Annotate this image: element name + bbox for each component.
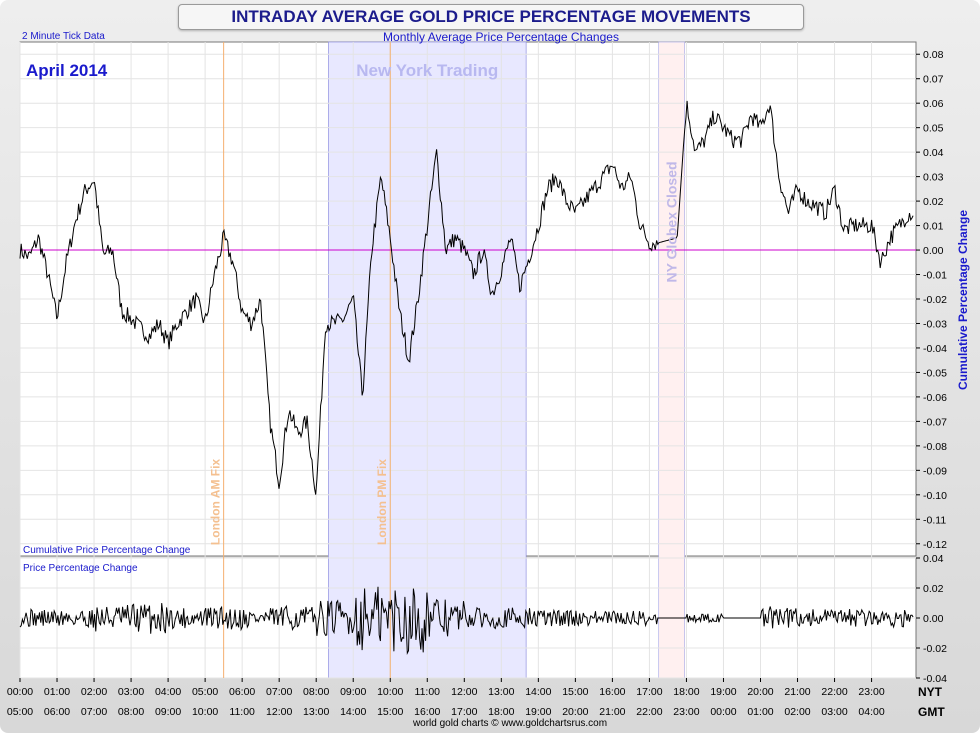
x-tick-label-nyt: 18:00	[673, 686, 699, 698]
y-tick-label: -0.02	[923, 294, 947, 306]
x-tick-label-gmt: 07:00	[81, 706, 107, 718]
x-tick-label-nyt: 23:00	[858, 686, 884, 698]
x-tick-label-gmt: 23:00	[673, 706, 699, 718]
x-tick-label-nyt: 14:00	[525, 686, 551, 698]
y-tick-label: 0.07	[923, 74, 944, 86]
y-tick-label: 0.06	[923, 98, 944, 110]
x-tick-label-gmt: 02:00	[784, 706, 810, 718]
ny-trading-label: New York Trading	[356, 61, 498, 80]
y-tick-label: -0.12	[923, 539, 947, 551]
y-tick-label-lower: -0.04	[923, 673, 947, 685]
y-tick-label: -0.07	[923, 416, 947, 428]
x-tick-label-nyt: 22:00	[821, 686, 847, 698]
y-tick-label: -0.05	[923, 367, 947, 379]
london-pm-fix-label: London PM Fix	[375, 459, 389, 545]
y-axis-label: Cumulative Percentage Change	[956, 210, 970, 390]
y-tick-label-lower: -0.02	[923, 643, 947, 655]
x-tick-label-nyt: 02:00	[81, 686, 107, 698]
x-tick-label-gmt: 12:00	[266, 706, 292, 718]
x-tick-label-nyt: 15:00	[562, 686, 588, 698]
x-tick-label-gmt: 00:00	[710, 706, 736, 718]
y-tick-label: -0.01	[923, 270, 947, 282]
x-tick-label-nyt: 11:00	[415, 686, 441, 698]
x-tick-label-nyt: 20:00	[747, 686, 773, 698]
chart-title: INTRADAY AVERAGE GOLD PRICE PERCENTAGE M…	[231, 7, 751, 26]
y-tick-label: -0.08	[923, 441, 947, 453]
x-tick-label-nyt: 08:00	[303, 686, 329, 698]
x-tick-label-nyt: 17:00	[636, 686, 662, 698]
x-tick-label-gmt: 13:00	[303, 706, 329, 718]
x-tick-label-gmt: 17:00	[451, 706, 477, 718]
nyt-axis-label: NYT	[918, 685, 943, 699]
x-tick-label-gmt: 14:00	[340, 706, 366, 718]
ny-globex-closed-label: NY Globex Closed	[664, 161, 680, 282]
y-tick-label: -0.10	[923, 490, 947, 502]
title-box: INTRADAY AVERAGE GOLD PRICE PERCENTAGE M…	[178, 4, 804, 30]
x-tick-label-nyt: 09:00	[340, 686, 366, 698]
y-tick-label: 0.02	[923, 196, 944, 208]
tick-note: 2 Minute Tick Data	[22, 31, 105, 42]
x-tick-label-gmt: 05:00	[7, 706, 33, 718]
lower-panel-label: Price Percentage Change	[23, 563, 138, 574]
x-tick-label-gmt: 11:00	[229, 706, 255, 718]
cumulative-series-line	[19, 100, 914, 495]
y-tick-label-lower: 0.02	[923, 583, 944, 595]
x-tick-label-gmt: 16:00	[414, 706, 440, 718]
london-am-fix-label: London AM Fix	[209, 459, 223, 546]
x-tick-label-nyt: 21:00	[784, 686, 810, 698]
upper-panel-label: Cumulative Price Percentage Change	[23, 545, 191, 556]
x-tick-label-nyt: 01:00	[44, 686, 70, 698]
x-tick-label-gmt: 08:00	[118, 706, 144, 718]
x-tick-label-gmt: 18:00	[488, 706, 514, 718]
x-tick-label-nyt: 12:00	[451, 686, 477, 698]
x-tick-label-nyt: 00:00	[7, 686, 33, 698]
globex-closed-band	[658, 41, 685, 679]
x-tick-label-nyt: 10:00	[377, 686, 403, 698]
y-tick-label: 0.04	[923, 147, 944, 159]
x-tick-label-gmt: 01:00	[747, 706, 773, 718]
chart-subtitle: Monthly Average Price Percentage Changes	[383, 30, 619, 44]
x-tick-label-nyt: 04:00	[155, 686, 181, 698]
y-tick-label: 0.00	[923, 245, 944, 257]
y-tick-label: 0.05	[923, 123, 944, 135]
y-tick-label: -0.06	[923, 392, 947, 404]
tick-series-line	[19, 586, 914, 655]
gmt-axis-label: GMT	[918, 705, 945, 719]
x-tick-label-gmt: 03:00	[821, 706, 847, 718]
x-tick-label-gmt: 10:00	[192, 706, 218, 718]
y-ticks-upper: 0.08 0.07 0.06 0.05 0.04 0.03 0.02 0.01 0.00 -0.0…	[916, 49, 947, 551]
x-tick-label-nyt: 16:00	[599, 686, 625, 698]
y-tick-label: 0.08	[923, 49, 944, 61]
x-tick-label-nyt: 05:00	[192, 686, 218, 698]
x-tick-label-gmt: 15:00	[377, 706, 403, 718]
x-ticks: 00:00 05:00 01:00 06:00 02:00 07:00 03:00 08:00…	[7, 678, 885, 718]
x-tick-label-gmt: 19:00	[525, 706, 551, 718]
y-tick-label: -0.11	[923, 514, 946, 526]
y-tick-label-lower: 0.04	[923, 553, 944, 565]
grid-layer	[19, 42, 916, 679]
x-tick-label-nyt: 03:00	[118, 686, 144, 698]
x-tick-label-gmt: 06:00	[44, 706, 70, 718]
month-label: April 2014	[26, 61, 108, 80]
x-tick-label-nyt: 13:00	[488, 686, 514, 698]
markers-layer	[223, 42, 391, 678]
y-tick-label-lower: 0.00	[923, 613, 944, 625]
x-tick-label-nyt: 06:00	[229, 686, 255, 698]
x-tick-label-gmt: 20:00	[562, 706, 588, 718]
credit-text: world gold charts © www.goldchartsrus.co…	[412, 718, 607, 729]
y-tick-label: -0.04	[923, 343, 947, 355]
x-tick-label-nyt: 07:00	[266, 686, 292, 698]
x-tick-label-gmt: 21:00	[599, 706, 625, 718]
y-tick-label: 0.01	[923, 221, 944, 233]
y-tick-label: -0.03	[923, 318, 947, 330]
x-tick-label-nyt: 19:00	[710, 686, 736, 698]
y-ticks-lower: 0.04 0.02 0.00 -0.02 -0.04	[916, 553, 947, 685]
x-tick-label-gmt: 09:00	[155, 706, 181, 718]
x-tick-label-gmt: 04:00	[858, 706, 884, 718]
x-tick-label-gmt: 22:00	[636, 706, 662, 718]
y-tick-label: 0.03	[923, 172, 944, 184]
y-tick-label: -0.09	[923, 465, 947, 477]
